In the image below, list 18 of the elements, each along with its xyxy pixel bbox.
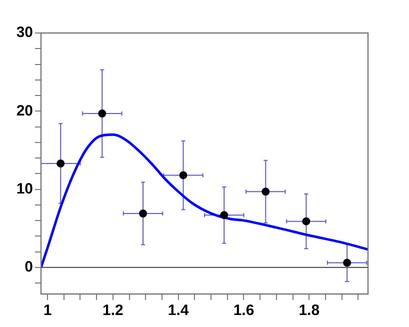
point [139, 210, 148, 218]
point [262, 188, 270, 196]
y-tick-label: 10 [16, 180, 33, 198]
y-tick-label: 30 [16, 24, 33, 42]
point [98, 109, 106, 118]
point [220, 211, 228, 220]
point [302, 217, 310, 226]
x-tick-label: 1.4 [168, 302, 190, 320]
x-tick-label: 1.8 [298, 302, 320, 320]
point [179, 171, 188, 180]
x-tick-label: 1.6 [233, 302, 254, 320]
x-tick-label: 1 [43, 302, 52, 320]
point [56, 160, 65, 168]
y-tick-label: 0 [24, 258, 33, 276]
y-tick-label: 20 [16, 102, 33, 120]
point [343, 258, 352, 267]
x-tick-label: 1.2 [102, 302, 124, 320]
line-series [41, 133, 368, 269]
